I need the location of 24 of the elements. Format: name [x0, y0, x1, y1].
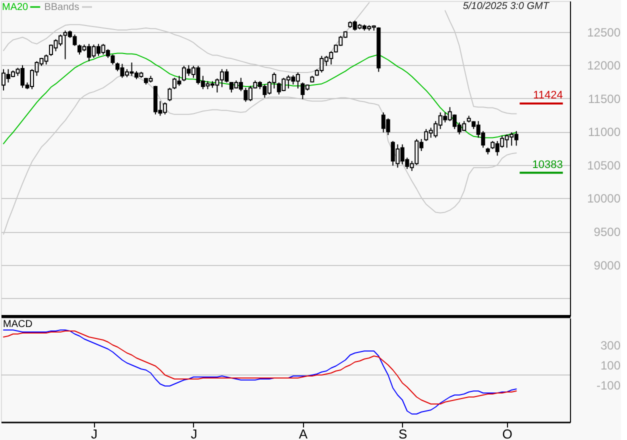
- chart-title: MACD: [3, 319, 32, 330]
- legend-label: MA20: [2, 2, 29, 13]
- y-tick-label: 10500: [587, 158, 621, 172]
- x-tick-label: J: [90, 426, 98, 440]
- legend-label: BBands: [44, 2, 80, 13]
- y-tick-label: 10000: [587, 192, 621, 206]
- x-tick-label: S: [398, 426, 408, 440]
- annotation: 5/10/2025 3:0 GMT: [462, 1, 550, 12]
- ref-line-label: 10383: [532, 158, 563, 171]
- y-tick-label: 11500: [588, 92, 621, 106]
- x-tick-label: A: [298, 426, 308, 440]
- y-tick-label: 11000: [588, 125, 621, 140]
- line-series: [3, 52, 517, 144]
- y-tick-label: 9000: [594, 258, 621, 272]
- y-tick-label: 12500: [587, 25, 621, 40]
- y-tick-label: 12000: [587, 58, 621, 73]
- x-tick-label: O: [502, 426, 512, 440]
- y-tick-label: -100: [596, 378, 621, 392]
- candlestick: [168, 87, 172, 102]
- x-tick-label: J: [190, 426, 198, 440]
- y-tick-label: 9500: [594, 225, 621, 240]
- y-tick-label: 300: [600, 338, 621, 352]
- y-tick-label: 100: [600, 358, 621, 372]
- ref-line-label: 11424: [533, 90, 563, 102]
